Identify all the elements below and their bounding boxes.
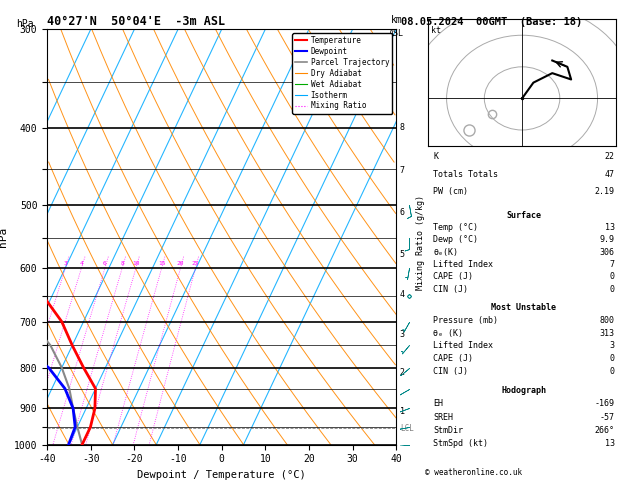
Text: 15: 15 [158, 261, 165, 266]
Text: 4: 4 [79, 261, 83, 266]
Text: θₑ(K): θₑ(K) [433, 247, 458, 257]
Text: 10: 10 [132, 261, 140, 266]
Text: 3: 3 [64, 261, 67, 266]
Text: 266°: 266° [595, 426, 615, 435]
Text: Dewp (°C): Dewp (°C) [433, 235, 478, 244]
Text: ASL: ASL [389, 29, 404, 38]
Text: Totals Totals: Totals Totals [433, 170, 498, 179]
Text: EH: EH [433, 399, 443, 408]
Text: 4: 4 [400, 290, 404, 299]
Text: 6: 6 [400, 208, 404, 217]
Text: Surface: Surface [506, 210, 542, 220]
X-axis label: Dewpoint / Temperature (°C): Dewpoint / Temperature (°C) [137, 470, 306, 480]
Text: 6: 6 [103, 261, 107, 266]
Text: 08.05.2024  00GMT  (Base: 18): 08.05.2024 00GMT (Base: 18) [401, 17, 582, 27]
Text: Lifted Index: Lifted Index [433, 341, 493, 350]
Text: 1: 1 [400, 406, 404, 416]
Text: km: km [391, 15, 402, 25]
Text: CIN (J): CIN (J) [433, 367, 468, 376]
Text: 47: 47 [605, 170, 615, 179]
Text: -169: -169 [595, 399, 615, 408]
Text: PW (cm): PW (cm) [433, 187, 468, 196]
Text: 800: 800 [600, 316, 615, 325]
Text: 0: 0 [610, 284, 615, 294]
Text: SREH: SREH [433, 413, 453, 421]
Text: 22: 22 [605, 153, 615, 161]
Text: Most Unstable: Most Unstable [491, 303, 557, 312]
Text: 7: 7 [400, 166, 404, 175]
Text: K: K [433, 153, 438, 161]
Legend: Temperature, Dewpoint, Parcel Trajectory, Dry Adiabat, Wet Adiabat, Isotherm, Mi: Temperature, Dewpoint, Parcel Trajectory… [292, 33, 392, 114]
Text: 5: 5 [400, 250, 404, 259]
Text: 8: 8 [120, 261, 124, 266]
Text: CAPE (J): CAPE (J) [433, 354, 473, 363]
Text: Hodograph: Hodograph [501, 386, 547, 395]
Text: 25: 25 [192, 261, 199, 266]
Text: 313: 313 [600, 329, 615, 338]
Y-axis label: hPa: hPa [0, 227, 8, 247]
Text: 9.9: 9.9 [600, 235, 615, 244]
Text: Temp (°C): Temp (°C) [433, 223, 478, 232]
Text: 2: 2 [400, 368, 404, 377]
Text: θₑ (K): θₑ (K) [433, 329, 463, 338]
Text: 8: 8 [400, 123, 404, 132]
Text: 3: 3 [610, 341, 615, 350]
Text: 13: 13 [605, 223, 615, 232]
Text: 3: 3 [400, 330, 404, 339]
Text: 306: 306 [600, 247, 615, 257]
Text: Pressure (mb): Pressure (mb) [433, 316, 498, 325]
Text: Mixing Ratio (g/kg): Mixing Ratio (g/kg) [416, 195, 425, 291]
Text: LCL: LCL [400, 424, 414, 433]
Text: StmDir: StmDir [433, 426, 463, 435]
Text: 20: 20 [177, 261, 184, 266]
Text: -57: -57 [600, 413, 615, 421]
Text: 0: 0 [610, 272, 615, 281]
Text: 0: 0 [610, 354, 615, 363]
Text: StmSpd (kt): StmSpd (kt) [433, 439, 488, 448]
Text: 0: 0 [610, 367, 615, 376]
Text: kt: kt [431, 26, 442, 35]
Text: Lifted Index: Lifted Index [433, 260, 493, 269]
Text: CAPE (J): CAPE (J) [433, 272, 473, 281]
Text: CIN (J): CIN (J) [433, 284, 468, 294]
Text: 2.19: 2.19 [595, 187, 615, 196]
Text: 40°27'N  50°04'E  -3m ASL: 40°27'N 50°04'E -3m ASL [47, 15, 225, 28]
Text: 7: 7 [610, 260, 615, 269]
Text: © weatheronline.co.uk: © weatheronline.co.uk [425, 468, 522, 477]
Text: 13: 13 [605, 439, 615, 448]
Text: hPa: hPa [16, 19, 33, 29]
